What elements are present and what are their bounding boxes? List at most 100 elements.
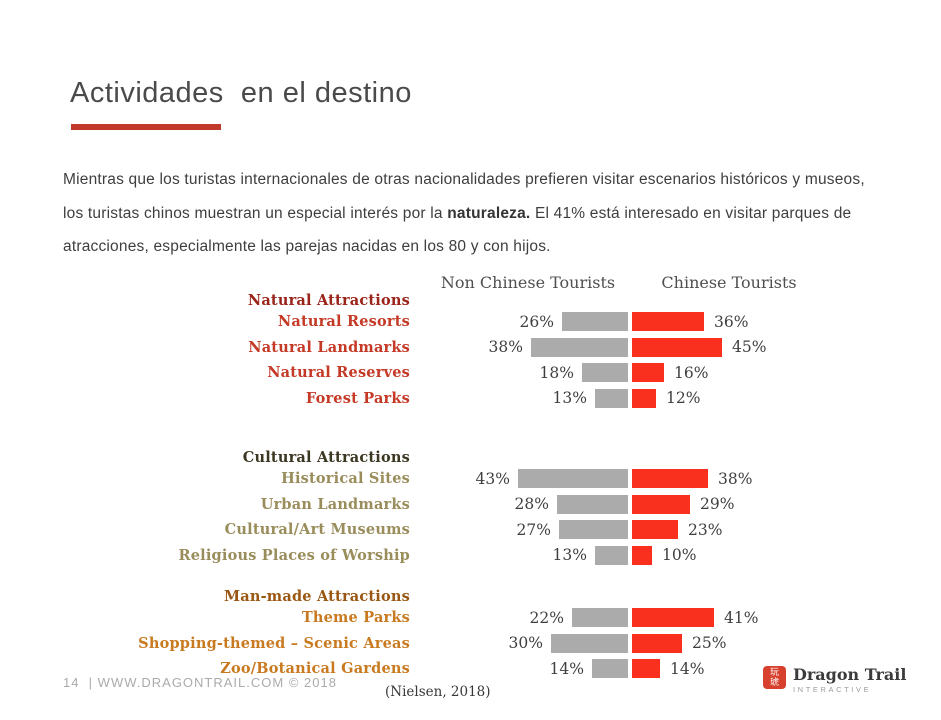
chinese-value: 38% xyxy=(718,469,753,488)
non-chinese-bar xyxy=(582,363,628,383)
chart-row: Shopping-themed – Scenic Areas 30% 25% xyxy=(63,631,878,657)
chinese-value: 23% xyxy=(688,520,723,539)
title-accent-rule xyxy=(71,124,221,130)
diverging-bar-chart: Non Chinese Tourists Chinese Tourists Na… xyxy=(63,273,878,682)
chinese-bar xyxy=(632,633,682,653)
chinese-bar xyxy=(632,545,652,565)
footer-page-info: 14 | WWW.DRAGONTRAIL.COM © 2018 xyxy=(63,675,337,690)
dragon-trail-logo: 玩 琥 Dragon Trail INTERACTIVE xyxy=(763,666,906,694)
chart-row: Natural Resorts 26% 36% xyxy=(63,309,878,335)
non-chinese-value: 13% xyxy=(552,546,587,565)
chinese-bar-cell: 14% xyxy=(632,659,705,679)
intro-text-start: Mientras que los turistas internacionale… xyxy=(63,171,865,222)
chinese-bar xyxy=(632,520,678,540)
non-chinese-bar-cell: 14% xyxy=(410,659,628,679)
page-title: Actividades en el destino xyxy=(70,77,412,110)
non-chinese-value: 26% xyxy=(519,312,554,331)
chinese-bar-cell: 16% xyxy=(632,363,709,383)
category-label: Historical Sites xyxy=(281,470,410,488)
non-chinese-bar xyxy=(559,520,628,540)
non-chinese-value: 38% xyxy=(488,338,523,357)
non-chinese-bar-cell: 30% xyxy=(410,633,628,653)
chart-row: Natural Landmarks 38% 45% xyxy=(63,335,878,361)
chart-row: Natural Reserves 18% 16% xyxy=(63,360,878,386)
chart-row: Cultural/Art Museums 27% 23% xyxy=(63,517,878,543)
category-label: Theme Parks xyxy=(301,609,410,627)
chinese-value: 36% xyxy=(714,312,749,331)
intro-text-end: El 41% está interesado en visitar parque… xyxy=(63,204,852,256)
source-citation: (Nielsen, 2018) xyxy=(385,684,491,700)
logo-subtitle: INTERACTIVE xyxy=(793,685,872,694)
non-chinese-bar xyxy=(562,312,628,332)
category-label: Shopping-themed – Scenic Areas xyxy=(138,634,410,652)
seal-character-bottom: 琥 xyxy=(769,677,779,688)
chinese-value: 16% xyxy=(674,363,709,382)
chinese-bar xyxy=(632,469,708,489)
non-chinese-bar-cell: 13% xyxy=(410,388,628,408)
chart-row: Zoo/Botanical Gardens 14% 14% xyxy=(63,656,878,682)
category-label: Urban Landmarks xyxy=(260,495,410,513)
logo-company-name: Dragon Trail xyxy=(793,665,907,684)
category-label: Natural Reserves xyxy=(267,364,410,382)
non-chinese-bar xyxy=(572,608,628,628)
logo-text: Dragon Trail INTERACTIVE xyxy=(793,666,906,694)
non-chinese-bar xyxy=(518,469,628,489)
chinese-bar xyxy=(632,608,714,628)
category-label: Cultural/Art Museums xyxy=(224,521,410,539)
chinese-bar-cell: 36% xyxy=(632,312,749,332)
chinese-bar-cell: 10% xyxy=(632,545,697,565)
chart-section: Cultural Attractions Historical Sites 43% 3… xyxy=(63,443,878,568)
non-chinese-bar xyxy=(557,494,628,514)
chinese-value: 25% xyxy=(692,634,727,653)
section-header-label: Man-made Attractions xyxy=(224,588,410,605)
category-label: Religious Places of Worship xyxy=(178,546,410,564)
non-chinese-bar-cell: 38% xyxy=(410,337,628,357)
non-chinese-value: 22% xyxy=(529,608,564,627)
non-chinese-value: 14% xyxy=(549,659,584,678)
chart-section: Natural Attractions Natural Resorts 26% 36%… xyxy=(63,286,878,411)
chinese-bar-cell: 41% xyxy=(632,608,759,628)
chart-row: Forest Parks 13% 12% xyxy=(63,386,878,412)
non-chinese-value: 30% xyxy=(508,634,543,653)
chinese-bar xyxy=(632,363,664,383)
section-header-row: Man-made Attractions xyxy=(63,582,878,605)
category-label: Forest Parks xyxy=(305,389,410,407)
intro-bold-keyword: naturaleza. xyxy=(447,204,531,222)
section-header-row: Natural Attractions xyxy=(63,286,878,309)
chinese-value: 14% xyxy=(670,659,705,678)
non-chinese-bar-cell: 18% xyxy=(410,363,628,383)
chinese-value: 10% xyxy=(662,546,697,565)
non-chinese-value: 43% xyxy=(475,469,510,488)
chinese-value: 12% xyxy=(666,389,701,408)
chinese-bar-cell: 38% xyxy=(632,469,753,489)
chinese-value: 45% xyxy=(732,338,767,357)
chart-row: Religious Places of Worship 13% 10% xyxy=(63,543,878,569)
chinese-bar-cell: 25% xyxy=(632,633,727,653)
chinese-bar xyxy=(632,659,660,679)
chinese-bar xyxy=(632,312,704,332)
column-header-chinese: Chinese Tourists xyxy=(661,273,797,292)
category-label: Natural Landmarks xyxy=(248,338,410,356)
non-chinese-bar xyxy=(595,388,628,408)
non-chinese-bar-cell: 43% xyxy=(410,469,628,489)
chart-row: Urban Landmarks 28% 29% xyxy=(63,492,878,518)
chart-row: Theme Parks 22% 41% xyxy=(63,605,878,631)
seal-character-top: 玩 xyxy=(769,667,779,678)
non-chinese-bar-cell: 27% xyxy=(410,520,628,540)
chart-row: Historical Sites 43% 38% xyxy=(63,466,878,492)
column-header-non-chinese: Non Chinese Tourists xyxy=(440,273,616,292)
chinese-bar xyxy=(632,388,656,408)
chinese-seal-icon: 玩 琥 xyxy=(763,666,786,689)
chinese-bar-cell: 12% xyxy=(632,388,701,408)
non-chinese-value: 28% xyxy=(514,495,549,514)
section-header-label: Cultural Attractions xyxy=(242,449,410,466)
chinese-value: 41% xyxy=(724,608,759,627)
chinese-bar xyxy=(632,337,722,357)
chart-rows: Natural Attractions Natural Resorts 26% 36%… xyxy=(63,273,878,682)
chinese-value: 29% xyxy=(700,495,735,514)
non-chinese-bar-cell: 26% xyxy=(410,312,628,332)
intro-paragraph: Mientras que los turistas internacionale… xyxy=(63,163,869,264)
non-chinese-value: 13% xyxy=(552,389,587,408)
category-label: Zoo/Botanical Gardens xyxy=(220,660,410,678)
